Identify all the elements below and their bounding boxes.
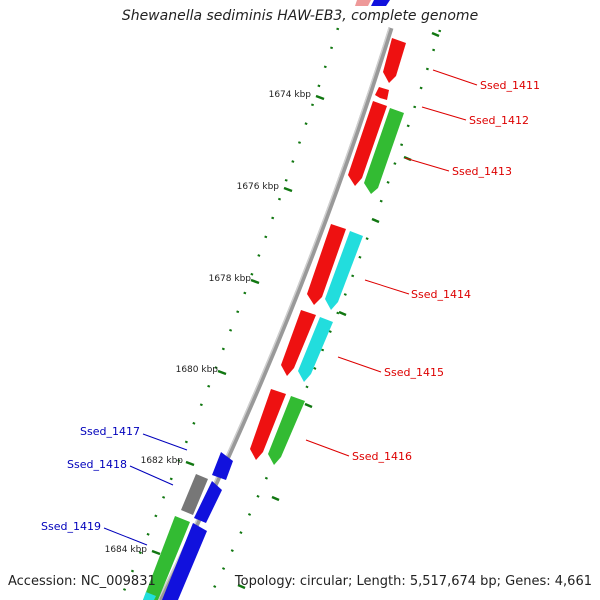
gene-1419-arrow — [162, 523, 207, 600]
gene-label-1416: Ssed_1416 — [352, 450, 412, 463]
gene-partial-cyan — [143, 592, 156, 600]
gene-1417-arrow — [212, 452, 233, 480]
gene-1413-cog — [364, 108, 404, 194]
gene-partial-pink — [355, 0, 371, 6]
kbp-label-1682: 1682 kbp — [141, 456, 184, 466]
gene-label-1418: Ssed_1418 — [67, 458, 127, 471]
leader-1416 — [305, 439, 350, 457]
kbp-tick-1682 — [185, 460, 195, 467]
kbp-tick-1676 — [283, 186, 293, 193]
leader-1415 — [337, 356, 382, 373]
gene-1418-arrow — [194, 481, 222, 523]
leader-1417 — [142, 433, 188, 451]
gene-label-1412: Ssed_1412 — [469, 114, 529, 127]
gene-1415-arrow — [281, 310, 316, 376]
leader-1411 — [432, 69, 478, 86]
inner-tick-ring — [118, 27, 340, 600]
genome-backbone-highlight — [157, 27, 390, 600]
outer-tick-f — [271, 495, 280, 502]
kbp-tick-1678 — [250, 278, 260, 285]
gene-label-1419: Ssed_1419 — [41, 520, 101, 533]
gene-label-1415: Ssed_1415 — [384, 366, 444, 379]
gene-1413-arrow — [348, 101, 387, 186]
gene-1411-arrow — [383, 38, 406, 83]
gene-1416-arrow — [250, 389, 286, 460]
gene-label-1413: Ssed_1413 — [452, 165, 512, 178]
leader-1418 — [129, 465, 174, 486]
outer-tick-e — [304, 402, 313, 409]
map-title: Shewanella sediminis HAW-EB3, complete g… — [121, 8, 479, 24]
genome-backbone — [157, 27, 394, 600]
kbp-tick-1674 — [315, 94, 325, 101]
genome-summary-text: Topology: circular; Length: 5,517,674 bp… — [234, 574, 592, 589]
kbp-label-1684: 1684 kbp — [105, 545, 148, 555]
kbp-tick-marks — [151, 31, 440, 590]
gene-1415-cog — [298, 317, 333, 382]
gene-label-1411: Ssed_1411 — [480, 79, 540, 92]
gene-1414-cog — [325, 231, 363, 310]
kbp-tick-1680 — [217, 369, 227, 376]
gene-label-1417: Ssed_1417 — [80, 425, 140, 438]
outer-tick-a — [431, 31, 440, 38]
forward-genes — [250, 38, 406, 460]
leader-1413 — [404, 157, 450, 172]
kbp-label-1680: 1680 kbp — [176, 365, 219, 375]
kbp-tick-1684 — [151, 549, 161, 556]
gene-1418-cog — [181, 474, 208, 515]
outer-tick-c — [371, 217, 380, 224]
gene-1412-arrow — [375, 87, 389, 100]
gene-partial-blue — [371, 0, 390, 6]
leader-1412 — [421, 106, 467, 121]
outer-tick-d — [338, 310, 347, 317]
gene-1414-arrow — [307, 224, 346, 305]
leader-1414 — [364, 279, 410, 295]
gene-1416-cog — [268, 396, 305, 465]
outer-tick-ring — [206, 29, 442, 600]
kbp-label-1678: 1678 kbp — [209, 274, 252, 284]
accession-text: Accession: NC_009831 — [8, 574, 156, 589]
cog-genes — [268, 108, 404, 465]
outer-tick-g — [237, 583, 246, 590]
leader-1419 — [103, 527, 148, 546]
gene-1419-cog — [143, 516, 190, 600]
gene-label-1414: Ssed_1414 — [411, 288, 471, 301]
kbp-label-1674: 1674 kbp — [269, 90, 312, 100]
reverse-genes — [143, 452, 233, 600]
kbp-label-1676: 1676 kbp — [237, 182, 280, 192]
